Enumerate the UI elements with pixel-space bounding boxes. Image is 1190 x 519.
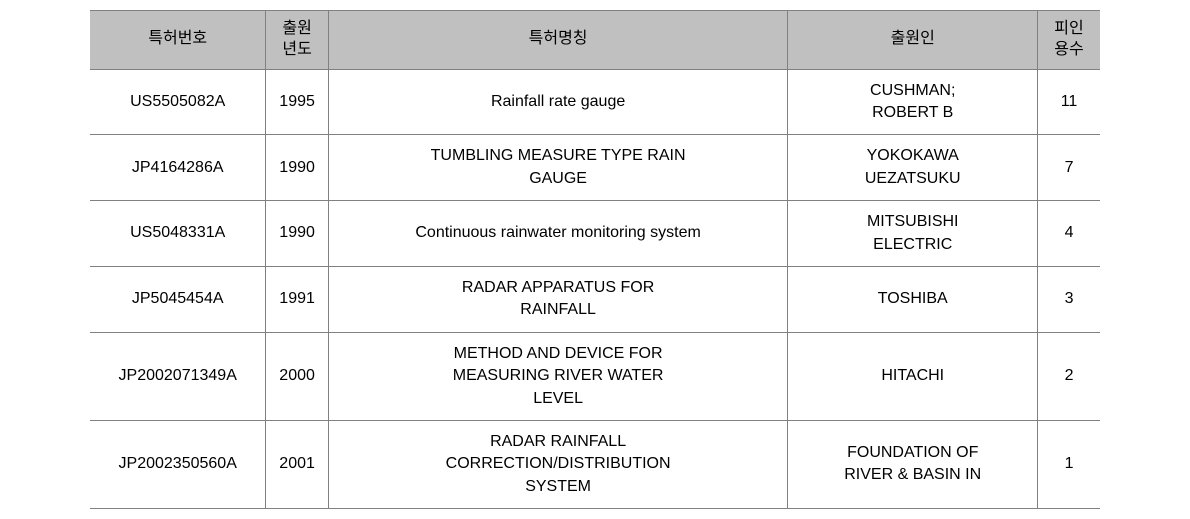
- cell-title: RADAR APPARATUS FORRAINFALL: [328, 266, 788, 332]
- table-row: JP5045454A 1991 RADAR APPARATUS FORRAINF…: [90, 266, 1100, 332]
- cell-applicant: MITSUBISHIELECTRIC: [788, 201, 1038, 267]
- cell-title: TUMBLING MEASURE TYPE RAINGAUGE: [328, 135, 788, 201]
- table-row: US5505082A 1995 Rainfall rate gauge CUSH…: [90, 69, 1100, 135]
- table-row: JP4164286A 1990 TUMBLING MEASURE TYPE RA…: [90, 135, 1100, 201]
- cell-citations: 3: [1038, 266, 1100, 332]
- cell-citations: 4: [1038, 201, 1100, 267]
- cell-citations: 1: [1038, 420, 1100, 508]
- cell-patent-no: US5048331A: [90, 201, 266, 267]
- cell-patent-no: JP4164286A: [90, 135, 266, 201]
- header-applicant: 출원인: [788, 11, 1038, 70]
- header-year: 출원년도: [266, 11, 328, 70]
- table-row: JP2002350560A 2001 RADAR RAINFALLCORRECT…: [90, 420, 1100, 508]
- cell-year: 2000: [266, 332, 328, 420]
- cell-patent-no: US5505082A: [90, 69, 266, 135]
- cell-title: Continuous rainwater monitoring system: [328, 201, 788, 267]
- cell-year: 1990: [266, 201, 328, 267]
- cell-citations: 11: [1038, 69, 1100, 135]
- table-header: 특허번호 출원년도 특허명칭 출원인 피인용수: [90, 11, 1100, 70]
- cell-year: 1995: [266, 69, 328, 135]
- cell-patent-no: JP2002350560A: [90, 420, 266, 508]
- cell-patent-no: JP5045454A: [90, 266, 266, 332]
- cell-year: 2001: [266, 420, 328, 508]
- cell-citations: 7: [1038, 135, 1100, 201]
- cell-title: RADAR RAINFALLCORRECTION/DISTRIBUTIONSYS…: [328, 420, 788, 508]
- table-row: JP2002071349A 2000 METHOD AND DEVICE FOR…: [90, 332, 1100, 420]
- header-citations: 피인용수: [1038, 11, 1100, 70]
- cell-applicant: CUSHMAN;ROBERT B: [788, 69, 1038, 135]
- cell-year: 1990: [266, 135, 328, 201]
- cell-applicant: FOUNDATION OFRIVER & BASIN IN: [788, 420, 1038, 508]
- table-body: US5505082A 1995 Rainfall rate gauge CUSH…: [90, 69, 1100, 508]
- cell-year: 1991: [266, 266, 328, 332]
- cell-title: Rainfall rate gauge: [328, 69, 788, 135]
- table-row: US5048331A 1990 Continuous rainwater mon…: [90, 201, 1100, 267]
- patent-table: 특허번호 출원년도 특허명칭 출원인 피인용수 US5505082A 1995 …: [90, 10, 1100, 509]
- cell-applicant: YOKOKAWAUEZATSUKU: [788, 135, 1038, 201]
- cell-title: METHOD AND DEVICE FORMEASURING RIVER WAT…: [328, 332, 788, 420]
- header-patent-no: 특허번호: [90, 11, 266, 70]
- header-title: 특허명칭: [328, 11, 788, 70]
- cell-applicant: TOSHIBA: [788, 266, 1038, 332]
- cell-patent-no: JP2002071349A: [90, 332, 266, 420]
- cell-applicant: HITACHI: [788, 332, 1038, 420]
- cell-citations: 2: [1038, 332, 1100, 420]
